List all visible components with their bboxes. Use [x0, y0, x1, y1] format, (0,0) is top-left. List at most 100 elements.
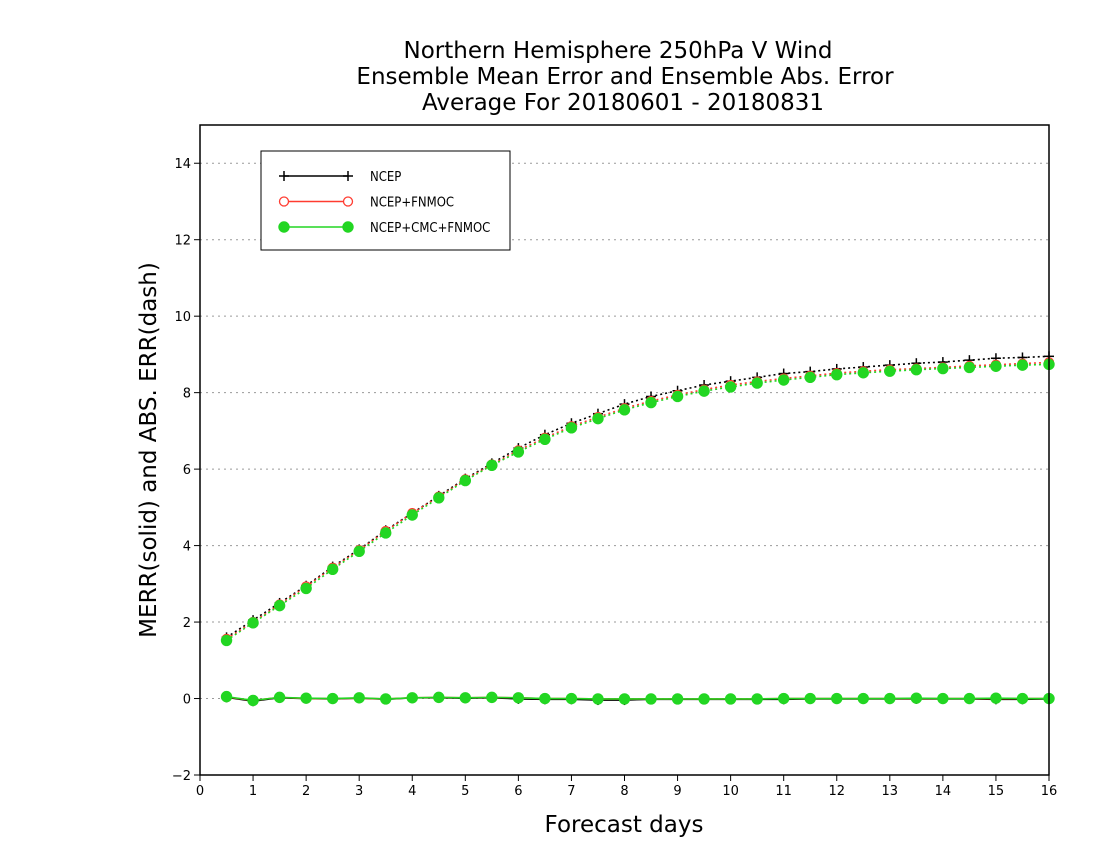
abs-error-point [353, 545, 365, 558]
mean-error-point [990, 692, 1002, 704]
legend-marker-left [278, 221, 290, 233]
series-layer [220, 351, 1055, 707]
x-tick-label: 5 [461, 784, 469, 799]
abs-error-point [486, 459, 498, 471]
mean-error-point [724, 693, 737, 705]
y-tick-label: 14 [174, 157, 191, 172]
mean-error-point [1016, 692, 1029, 705]
title-line-2: Ensemble Mean Error and Ensemble Abs. Er… [356, 64, 894, 90]
abs-error-line [226, 361, 1050, 640]
mean-error-point [884, 692, 896, 705]
abs-error-point [963, 361, 976, 374]
legend-label: NCEP+CMC+FNMOC [370, 221, 490, 236]
chart-title: Northern Hemisphere 250hPa V Wind Ensemb… [356, 38, 894, 116]
legend-marker-left [278, 196, 290, 207]
x-tick-label: 14 [935, 784, 952, 799]
abs-error-point [1016, 359, 1029, 371]
x-tick-label: 15 [988, 784, 1005, 799]
abs-error-line [226, 355, 1050, 639]
y-tick-label: −2 [172, 769, 191, 784]
abs-error-point [990, 360, 1002, 372]
abs-error-point [724, 381, 737, 393]
x-tick-label: 3 [355, 784, 363, 799]
mean-error-point [618, 693, 631, 705]
abs-error-point [433, 492, 445, 504]
abs-error-point [671, 390, 684, 403]
mean-error-point [645, 693, 657, 705]
y-tick-label: 8 [183, 387, 191, 402]
abs-error-point [539, 433, 551, 445]
abs-error-point [804, 371, 816, 384]
x-tick-label: 13 [882, 784, 899, 799]
mean-error-point [406, 692, 418, 704]
x-tick-label: 12 [828, 784, 845, 799]
mean-error-point [220, 690, 233, 703]
mean-error-point [937, 692, 949, 705]
legend-marker-right [343, 171, 353, 181]
abs-error-point [910, 364, 923, 376]
mean-error-point [380, 693, 392, 705]
title-line-3: Average For 20180601 - 20180831 [422, 90, 824, 116]
mean-error-point [300, 692, 312, 704]
mean-error-point [857, 692, 869, 705]
abs-error-line [226, 363, 1050, 642]
abs-error-point [857, 367, 869, 379]
y-tick-label: 10 [174, 310, 191, 325]
x-tick-label: 8 [620, 784, 628, 799]
y-tick-label: 0 [183, 693, 191, 708]
mean-error-point [777, 692, 790, 705]
abs-error-point [937, 362, 949, 375]
legend-label: NCEP+FNMOC [370, 196, 454, 211]
abs-error-point [406, 509, 418, 521]
mean-error-point [486, 691, 498, 704]
mean-error-point [459, 692, 472, 704]
x-tick-label: 4 [408, 784, 416, 799]
abs-error-point [698, 385, 710, 397]
mean-error-point [273, 691, 286, 704]
x-tick-label: 6 [514, 784, 522, 799]
grid [200, 162, 1049, 776]
x-tick-label: 9 [673, 784, 681, 799]
mean-error-point [963, 692, 976, 705]
x-axis-label: Forecast days [545, 812, 704, 838]
plot-frame [199, 124, 1050, 776]
abs-error-point [884, 365, 896, 377]
abs-error-point [831, 368, 843, 381]
mean-error-point [353, 692, 365, 704]
legend-marker-left [279, 171, 289, 181]
mean-error-point [433, 691, 445, 704]
x-tick-label: 2 [302, 784, 310, 799]
abs-error-point [326, 563, 339, 575]
abs-error-point [459, 474, 472, 487]
mean-error-point [831, 692, 843, 705]
mean-error-point [804, 692, 816, 705]
mean-error-point [671, 693, 684, 705]
x-tick-label: 10 [722, 784, 739, 799]
series-ncep-fnmoc [221, 357, 1055, 706]
abs-error-point [273, 599, 286, 612]
abs-error-point [380, 527, 392, 539]
abs-error-point [751, 377, 763, 389]
mean-error-point [539, 692, 551, 705]
mean-error-point [512, 692, 525, 704]
abs-error-point [247, 617, 259, 629]
y-tick-label: 2 [183, 616, 191, 631]
y-tick-label: 4 [183, 540, 191, 555]
legend-box [260, 150, 511, 251]
x-tick-label: 16 [1041, 784, 1058, 799]
mean-error-point [910, 692, 923, 704]
abs-error-point [777, 374, 790, 386]
abs-error-point [565, 422, 578, 434]
mean-error-point [751, 693, 763, 705]
x-tick-label: 7 [567, 784, 575, 799]
x-tick-label: 1 [249, 784, 257, 799]
y-tick-label: 6 [183, 463, 191, 478]
mean-error-point [565, 692, 578, 705]
series-ncep-cmc-fnmoc [220, 358, 1055, 707]
abs-error-point [512, 446, 525, 458]
x-tick-label: 11 [775, 784, 792, 799]
x-tick-label: 0 [196, 784, 204, 799]
abs-error-point [645, 396, 657, 409]
